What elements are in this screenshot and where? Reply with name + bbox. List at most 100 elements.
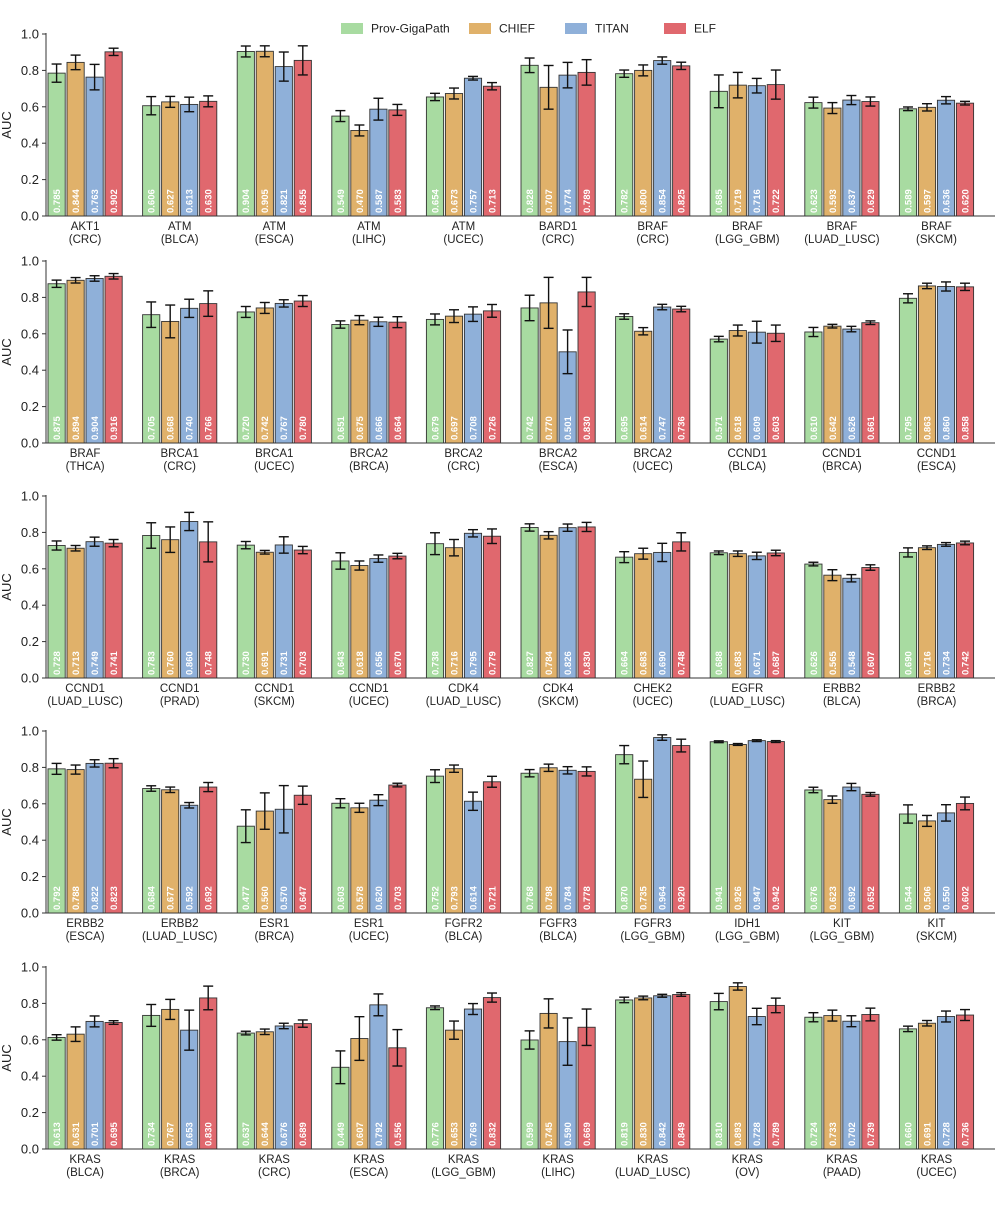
data-label-titan: 0.728 (941, 1122, 952, 1146)
category-group: 0.449 0.607 0.792 0.556 KRAS(ESCA) (331, 993, 407, 1179)
category-group: 0.610 0.642 0.626 0.661 CCND1(BRCA) (804, 320, 880, 473)
category-label-cohort: (BRCA) (349, 461, 389, 473)
data-label-elf: 0.780 (298, 416, 309, 440)
category-label-cohort: (LGG_GBM) (620, 931, 685, 943)
category-label-cohort: (UCEC) (916, 1167, 956, 1179)
data-label-prov-gigapath: 0.606 (147, 189, 158, 213)
category-label-cohort: (UCEC) (349, 696, 389, 708)
category-group: 0.695 0.614 0.747 0.736 BRCA2(UCEC) (615, 303, 691, 473)
category-label-cohort: (CRC) (163, 461, 196, 473)
data-label-titan: 0.757 (468, 189, 479, 213)
data-label-chief: 0.893 (733, 1122, 744, 1146)
category-group: 0.623 0.593 0.637 0.629 BRAF(LUAD_LUSC) (804, 94, 880, 246)
category-group: 0.477 0.560 0.570 0.647 ESR1(BRCA) (236, 784, 312, 943)
category-label-cohort: (LGG_GBM) (715, 931, 780, 943)
data-label-titan: 0.676 (279, 1122, 290, 1146)
data-label-chief: 0.844 (71, 189, 82, 213)
data-label-titan: 0.767 (279, 416, 290, 440)
category-label-gene: ERBB2 (823, 683, 861, 695)
data-label-titan: 0.702 (847, 1122, 858, 1146)
y-tick-label: 1.0 (21, 254, 39, 269)
category-label-cohort: (BLCA) (728, 461, 766, 473)
data-label-chief: 0.668 (166, 416, 177, 440)
data-label-prov-gigapath: 0.783 (147, 651, 158, 675)
y-tick-label: 0.0 (21, 906, 39, 921)
data-label-elf: 0.661 (866, 416, 877, 440)
category-label-gene: ATM (452, 221, 475, 233)
data-label-prov-gigapath: 0.685 (714, 189, 725, 213)
data-label-elf: 0.742 (960, 651, 971, 675)
category-label-cohort: (UCEC) (443, 234, 483, 246)
category-label-gene: BARD1 (539, 221, 577, 233)
category-label-cohort: (CRC) (447, 461, 480, 473)
data-label-prov-gigapath: 0.477 (241, 886, 252, 910)
category-label-gene: BRAF (921, 221, 952, 233)
y-tick-label: 0.4 (21, 833, 39, 848)
data-label-prov-gigapath: 0.768 (525, 886, 536, 910)
y-tick-label: 1.0 (21, 724, 39, 739)
data-label-chief: 0.760 (166, 651, 177, 675)
data-label-chief: 0.716 (449, 651, 460, 675)
data-label-elf: 0.739 (866, 1122, 877, 1146)
data-label-chief: 0.470 (355, 189, 366, 213)
data-label-prov-gigapath: 0.734 (147, 1122, 158, 1146)
category-label-gene: BRAF (637, 221, 668, 233)
data-label-elf: 0.689 (298, 1122, 309, 1146)
data-label-titan: 0.637 (847, 189, 858, 213)
category-label-gene: AKT1 (71, 221, 100, 233)
data-label-prov-gigapath: 0.776 (430, 1122, 441, 1146)
category-label-cohort: (CRC) (69, 234, 102, 246)
data-label-elf: 0.669 (582, 1122, 593, 1146)
y-tick-label: 0.8 (21, 290, 39, 305)
category-label-gene: KIT (928, 918, 946, 930)
data-label-elf: 0.830 (582, 651, 593, 675)
category-label-gene: KRAS (69, 1154, 101, 1166)
data-label-titan: 0.784 (563, 886, 574, 910)
data-label-chief: 0.719 (733, 189, 744, 213)
data-label-prov-gigapath: 0.610 (809, 416, 820, 440)
data-label-elf: 0.630 (204, 189, 215, 213)
data-label-elf: 0.778 (582, 886, 593, 910)
data-label-prov-gigapath: 0.738 (430, 651, 441, 675)
category-group: 0.690 0.716 0.734 0.742 ERBB2(BRCA) (898, 540, 975, 708)
y-tick-label: 1.0 (21, 489, 39, 504)
data-label-elf: 0.748 (204, 651, 215, 675)
y-tick-label: 0.2 (21, 634, 39, 649)
data-label-prov-gigapath: 0.664 (620, 651, 631, 675)
category-label-cohort: (LIHC) (541, 1167, 575, 1179)
data-label-chief: 0.631 (71, 1122, 82, 1146)
category-label-cohort: (SKCM) (538, 696, 579, 708)
data-label-titan: 0.613 (185, 189, 196, 213)
data-label-chief: 0.607 (355, 1122, 366, 1146)
data-label-elf: 0.687 (771, 651, 782, 675)
category-group: 0.571 0.618 0.609 0.603 CCND1(BLCA) (709, 320, 785, 473)
category-label-gene: FGFR3 (634, 918, 672, 930)
category-label-cohort: (ESCA) (917, 461, 956, 473)
data-label-elf: 0.695 (109, 1122, 120, 1146)
data-label-prov-gigapath: 0.730 (241, 651, 252, 675)
y-tick-label: 0.0 (21, 209, 39, 224)
category-label-cohort: (BRCA) (822, 461, 862, 473)
category-label-cohort: (BRCA) (160, 1167, 200, 1179)
data-label-elf: 0.855 (298, 189, 309, 213)
data-label-chief: 0.618 (355, 651, 366, 675)
data-label-prov-gigapath: 0.623 (809, 189, 820, 213)
category-label-gene: BRAF (70, 448, 101, 460)
data-label-chief: 0.691 (260, 651, 271, 675)
category-group: 0.785 0.844 0.763 0.902 AKT1(CRC) (47, 47, 123, 246)
category-label-gene: FGFR2 (445, 918, 483, 930)
data-label-chief: 0.713 (71, 651, 82, 675)
data-label-chief: 0.894 (71, 416, 82, 440)
legend-swatch-chief (469, 23, 491, 34)
category-label-cohort: (UCEC) (254, 461, 294, 473)
category-label-cohort: (LGG_GBM) (715, 234, 780, 246)
data-label-prov-gigapath: 0.782 (620, 189, 631, 213)
data-label-chief: 0.560 (260, 886, 271, 910)
data-label-prov-gigapath: 0.795 (903, 416, 914, 440)
category-label-gene: ERBB2 (66, 918, 104, 930)
data-label-elf: 0.916 (109, 416, 120, 440)
legend-label-titan: TITAN (595, 22, 629, 36)
data-label-chief: 0.926 (733, 886, 744, 910)
category-label-gene: KIT (833, 918, 851, 930)
data-label-elf: 0.703 (393, 886, 404, 910)
